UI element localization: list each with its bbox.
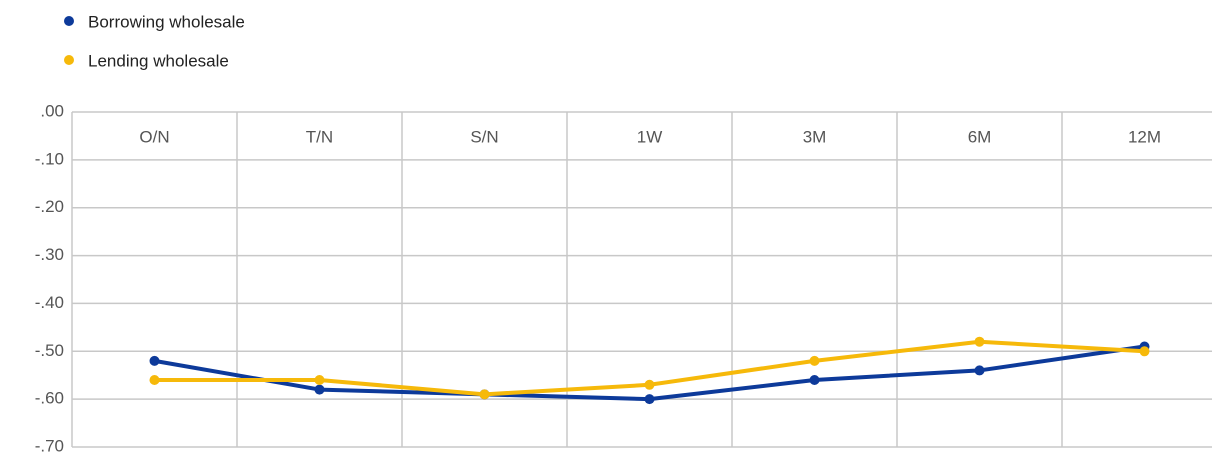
data-point [149,375,160,385]
x-tick-label: 3M [803,127,827,146]
x-tick-label: 12M [1128,127,1161,146]
data-point [1139,346,1150,357]
y-tick-label: .00 [40,101,64,120]
data-point [809,375,820,385]
x-tick-label: T/N [306,127,333,146]
data-point [314,384,325,395]
y-tick-label: -.70 [35,436,64,455]
data-point [974,336,985,347]
y-tick-label: -.50 [35,341,64,360]
data-point [149,355,160,366]
x-tick-label: 6M [968,127,992,146]
y-tick-label: -.10 [35,149,64,168]
series-line [154,344,1145,402]
x-tick-label: O/N [139,127,169,146]
y-tick-label: -.60 [35,389,64,408]
data-point [479,389,490,400]
x-tick-label: S/N [470,127,498,146]
y-tick-label: -.20 [35,197,64,216]
x-tick-label: 1W [637,127,663,146]
data-point [644,379,655,390]
legend-marker [64,16,74,26]
data-point [809,355,820,366]
legend-label: Lending wholesale [88,51,229,70]
legend-marker [64,55,74,65]
y-tick-label: -.40 [35,293,64,312]
y-tick-label: -.30 [35,245,64,264]
legend: Borrowing wholesale Lending wholesale [64,12,245,70]
data-point [644,394,655,405]
data-point [974,365,985,376]
data-point [314,375,325,385]
legend-label: Borrowing wholesale [88,12,245,31]
